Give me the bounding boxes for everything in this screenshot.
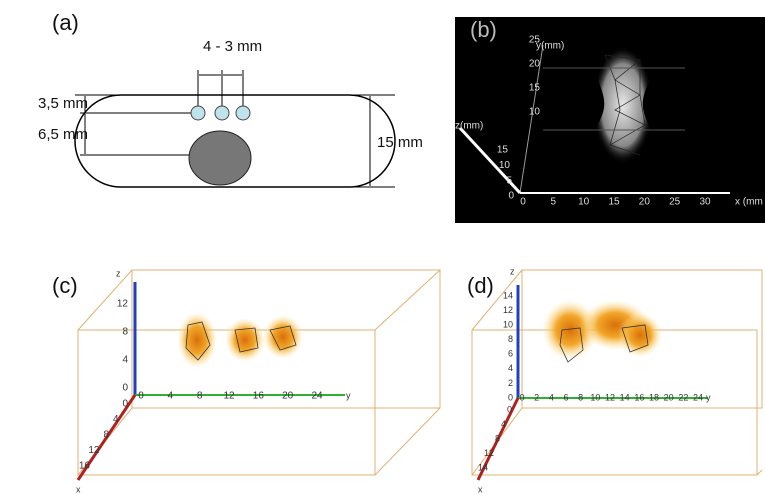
tick-label: 6 bbox=[563, 392, 568, 402]
figure: (a) 4 - 3 mm 3,5 mm 6,5 mm 15 mm (b) bbox=[0, 0, 765, 495]
tick-label: 12 bbox=[117, 299, 129, 310]
panel-a: (a) 4 - 3 mm 3,5 mm 6,5 mm 15 mm bbox=[38, 10, 423, 187]
tick-label: 20 bbox=[282, 391, 294, 402]
panel-b: (b) bbox=[455, 17, 765, 223]
axis-label: z(mm) bbox=[455, 121, 483, 132]
tick-label: 10 bbox=[499, 160, 511, 171]
tick-label: 12 bbox=[88, 445, 100, 456]
tick-label: 5 bbox=[506, 175, 512, 186]
tick-label: 8 bbox=[495, 433, 500, 443]
tick-label: 4 bbox=[113, 414, 119, 425]
tick-label: 5 bbox=[551, 197, 557, 208]
tick-label: 14 bbox=[620, 392, 630, 402]
tick-label: 10 bbox=[503, 320, 513, 330]
tick-label: 12 bbox=[605, 392, 615, 402]
tick-label: 10 bbox=[590, 392, 600, 402]
tick-label: 15 bbox=[497, 145, 509, 156]
tick-label: 20 bbox=[664, 392, 674, 402]
tick-label: 8 bbox=[122, 327, 128, 338]
inclusions bbox=[177, 312, 303, 368]
tick-label: 24 bbox=[311, 391, 323, 402]
panel-label: (d) bbox=[467, 273, 494, 298]
tick-label: 14 bbox=[503, 290, 513, 300]
tick-label: 2 bbox=[534, 392, 539, 402]
dimension: 3,5 mm bbox=[38, 95, 88, 112]
bounding-box bbox=[78, 270, 440, 475]
tick-label: 0 bbox=[122, 383, 128, 394]
axis-label: y bbox=[346, 390, 351, 400]
panel-label: (a) bbox=[52, 10, 79, 35]
tick-label: 20 bbox=[639, 197, 651, 208]
tick-label: 12 bbox=[484, 448, 494, 458]
inclusions bbox=[542, 300, 662, 362]
tick-label: 10 bbox=[578, 197, 590, 208]
page: {"panels": [ {"label": "(a)", "dimension… bbox=[0, 0, 765, 495]
tick-label: 15 bbox=[529, 83, 541, 94]
tick-label: 12 bbox=[223, 391, 235, 402]
panel-d: (d) bbox=[467, 270, 762, 480]
axis-label: y bbox=[706, 392, 711, 402]
panel-label: (c) bbox=[52, 273, 78, 298]
panel-c: (c) bbox=[52, 270, 440, 480]
tick-label: 24 bbox=[693, 392, 703, 402]
tick-label: 0 bbox=[519, 392, 524, 402]
tick-label: 4 bbox=[168, 391, 174, 402]
tick-label: 0 bbox=[520, 197, 526, 208]
tick-label: 30 bbox=[699, 197, 711, 208]
tick-label: 4 bbox=[508, 363, 513, 373]
small-holes bbox=[191, 106, 250, 120]
tick-label: 16 bbox=[634, 392, 644, 402]
dimension: 6,5 mm bbox=[38, 126, 88, 143]
tick-label: 4 bbox=[501, 419, 506, 429]
tick-label: 0 bbox=[508, 191, 514, 202]
tick-label: 16 bbox=[79, 461, 91, 472]
tick-label: 22 bbox=[678, 392, 688, 402]
tick-label: 20 bbox=[529, 59, 541, 70]
tick-label: 6 bbox=[508, 349, 513, 359]
tick-label: 2 bbox=[508, 378, 513, 388]
tick-label: 4 bbox=[549, 392, 554, 402]
axis-label: x (mm bbox=[735, 197, 763, 208]
dimension: 4 - 3 mm bbox=[203, 38, 262, 55]
tick-label: 0 bbox=[507, 404, 512, 414]
tick-label: 0 bbox=[138, 391, 144, 402]
tick-label: 18 bbox=[649, 392, 659, 402]
tick-label: 12 bbox=[503, 305, 513, 315]
tick-label: 14 bbox=[478, 462, 488, 472]
tick-label: 8 bbox=[578, 392, 583, 402]
tick-label: 10 bbox=[529, 107, 541, 118]
tick-label: 8 bbox=[197, 391, 203, 402]
tick-label: 0 bbox=[122, 399, 128, 410]
dimension: 15 mm bbox=[377, 134, 423, 151]
tick-label: 8 bbox=[103, 430, 109, 441]
tick-label: 16 bbox=[253, 391, 265, 402]
axis-label: y(mm) bbox=[536, 41, 564, 52]
axis-label: z bbox=[510, 266, 515, 276]
axis-label: z bbox=[116, 268, 121, 278]
tick-label: 25 bbox=[669, 197, 681, 208]
tick-label: 8 bbox=[508, 334, 513, 344]
inclusion bbox=[189, 131, 251, 185]
axis-label: x bbox=[76, 484, 81, 494]
tick-label: 4 bbox=[122, 355, 128, 366]
axis-label: x bbox=[478, 484, 483, 494]
panel-label: (b) bbox=[470, 17, 497, 42]
tick-label: 15 bbox=[608, 197, 620, 208]
tick-label: 0 bbox=[508, 392, 513, 402]
